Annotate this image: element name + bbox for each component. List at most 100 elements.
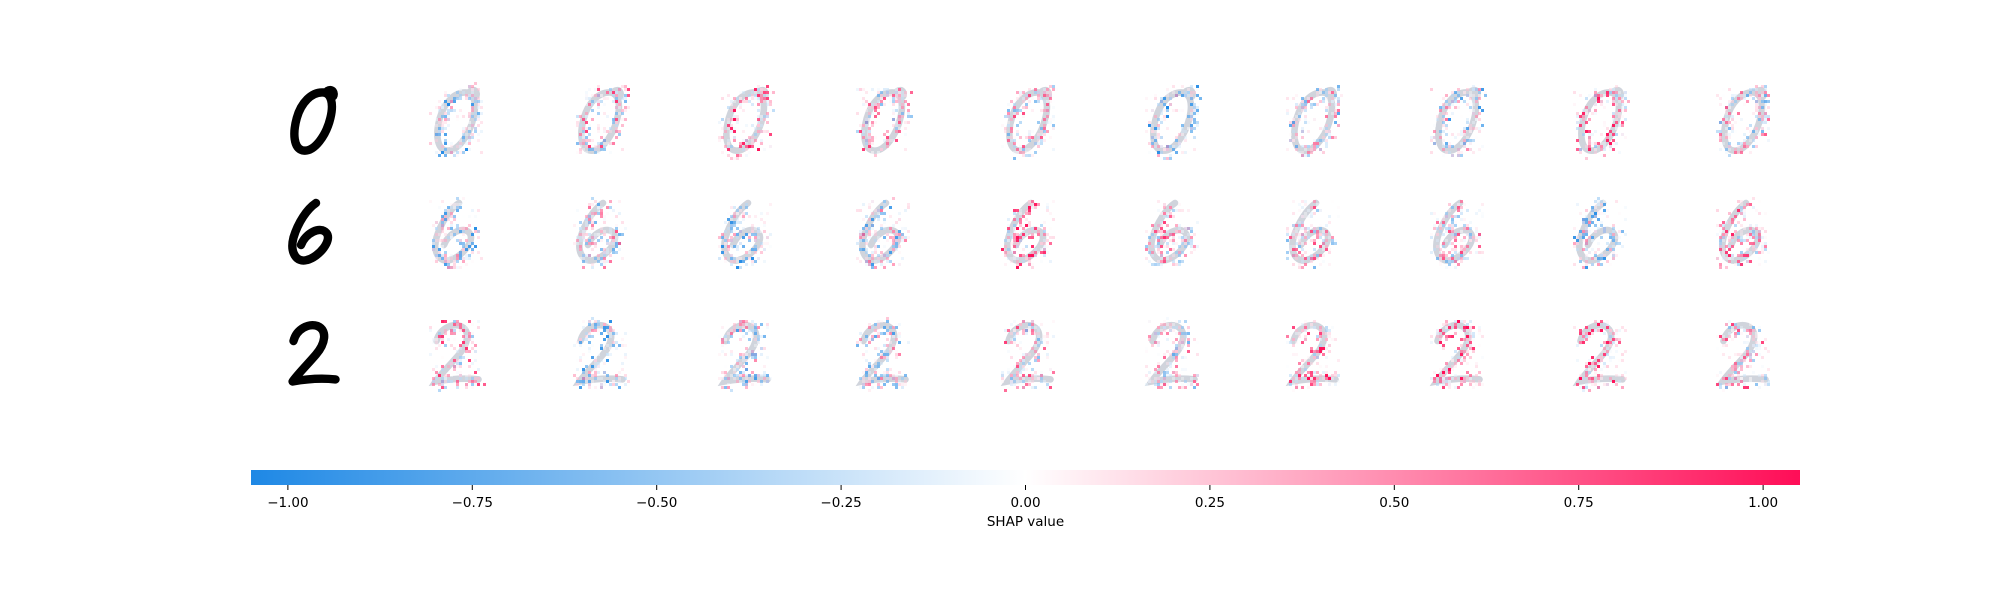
shap-pixel <box>579 239 582 242</box>
shap-pixel <box>1166 94 1169 97</box>
shap-pixel <box>1325 326 1328 329</box>
shap-pixel <box>1463 203 1466 206</box>
shap-pixel <box>907 109 910 112</box>
shap-pixel <box>459 371 462 374</box>
shap-pixel <box>456 359 459 362</box>
shap-pixel <box>1157 386 1160 389</box>
shap-pixel <box>871 326 874 329</box>
shap-pixel <box>444 239 447 242</box>
shap-pixel <box>1148 380 1151 383</box>
shap-pixel <box>435 338 438 341</box>
shap-pixel <box>1457 88 1460 91</box>
shap-pixel <box>1307 97 1310 100</box>
shap-pixel <box>1181 326 1184 329</box>
shap-pixel <box>615 332 618 335</box>
shap-pixel <box>1767 251 1770 254</box>
shap-pixel <box>1331 91 1334 94</box>
shap-pixel <box>1743 94 1746 97</box>
shap-pixel <box>462 242 465 245</box>
shap-pixel <box>856 344 859 347</box>
shap-pixel <box>1019 151 1022 154</box>
shap-pixel <box>1430 136 1433 139</box>
shap-pixel <box>1716 257 1719 260</box>
shap-pixel <box>760 130 763 133</box>
shap-pixel <box>435 374 438 377</box>
shap-pixel <box>1049 212 1052 215</box>
shap-pixel <box>471 97 474 100</box>
shap-pixel <box>1767 115 1770 118</box>
shap-pixel <box>444 377 447 380</box>
shap-pixel <box>1175 338 1178 341</box>
shap-pixel <box>1316 209 1319 212</box>
shap-pixel <box>594 94 597 97</box>
shap-pixel <box>1576 203 1579 206</box>
shap-pixel <box>450 151 453 154</box>
shap-pixel <box>1579 230 1582 233</box>
shap-pixel <box>1181 338 1184 341</box>
shap-pixel <box>1010 233 1013 236</box>
shap-pixel <box>1594 212 1597 215</box>
shap-pixel <box>1046 206 1049 209</box>
shap-pixel <box>1175 365 1178 368</box>
shap-pixel <box>895 350 898 353</box>
shap-pixel <box>1448 224 1451 227</box>
shap-pixel <box>1181 386 1184 389</box>
shap-pixel <box>1160 212 1163 215</box>
shap-pixel <box>1301 242 1304 245</box>
shap-pixel <box>1478 209 1481 212</box>
shap-pixel <box>1301 260 1304 263</box>
shap-pixel <box>865 338 868 341</box>
digit-stroke <box>290 85 338 155</box>
shap-pixel <box>441 365 444 368</box>
shap-pixel <box>600 383 603 386</box>
shap-pixel <box>1187 350 1190 353</box>
shap-pixel <box>1028 224 1031 227</box>
shap-pixel <box>1603 257 1606 260</box>
shap-pixel <box>594 365 597 368</box>
shap-pixel <box>1591 257 1594 260</box>
shap-pixel <box>1034 206 1037 209</box>
shap-pixel <box>444 91 447 94</box>
shap-pixel <box>480 112 483 115</box>
shap-pixel <box>739 323 742 326</box>
shap-pixel <box>877 335 880 338</box>
shap-pixel <box>1463 218 1466 221</box>
shap-pixel <box>474 380 477 383</box>
shap-pixel <box>751 323 754 326</box>
shap-pixel <box>754 356 757 359</box>
shap-pixel <box>456 371 459 374</box>
shap-pixel <box>1442 218 1445 221</box>
shap-pixel <box>1621 124 1624 127</box>
shap-pixel <box>1618 112 1621 115</box>
shap-pixel <box>1295 386 1298 389</box>
shap-pixel <box>1022 260 1025 263</box>
shap-pixel <box>1043 124 1046 127</box>
shap-pixel <box>579 356 582 359</box>
shap-pixel <box>742 227 745 230</box>
shap-pixel <box>1160 151 1163 154</box>
shap-pixel <box>612 332 615 335</box>
shap-pixel <box>621 85 624 88</box>
shap-pixel <box>1196 383 1199 386</box>
shap-pixel <box>471 233 474 236</box>
shap-pixel <box>763 230 766 233</box>
shap-pixel <box>1469 106 1472 109</box>
shap-pixel <box>1298 151 1301 154</box>
shap-pixel <box>874 320 877 323</box>
shap-pixel <box>1319 209 1322 212</box>
shap-pixel <box>576 121 579 124</box>
shap-pixel <box>459 254 462 257</box>
shap-pixel <box>1043 341 1046 344</box>
shap-pixel <box>1178 236 1181 239</box>
shap-pixel <box>733 106 736 109</box>
shap-pixel <box>754 88 757 91</box>
shap-pixel <box>1031 245 1034 248</box>
shap-pixel <box>871 218 874 221</box>
shap-pixel <box>1025 329 1028 332</box>
shap-pixel <box>730 257 733 260</box>
shap-pixel <box>1746 145 1749 148</box>
shap-pixel <box>757 121 760 124</box>
shap-pixel <box>1728 133 1731 136</box>
shap-pixel <box>468 380 471 383</box>
shap-pixel <box>1049 227 1052 230</box>
